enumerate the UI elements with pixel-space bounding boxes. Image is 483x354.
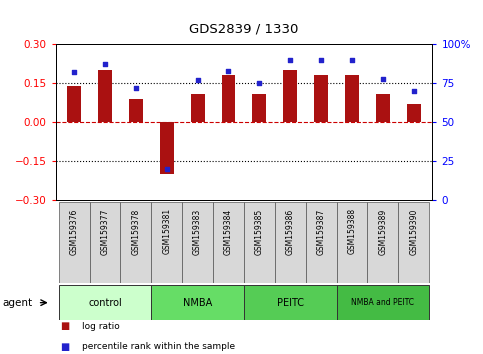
Text: GSM159390: GSM159390 bbox=[409, 208, 418, 255]
Bar bbox=[244, 285, 337, 320]
Text: agent: agent bbox=[2, 298, 32, 308]
Bar bbox=[314, 75, 328, 122]
Bar bbox=[160, 122, 174, 174]
Bar bbox=[253, 93, 266, 122]
Bar bbox=[407, 104, 421, 122]
Bar bbox=[89, 202, 120, 283]
Bar bbox=[337, 202, 368, 283]
Text: percentile rank within the sample: percentile rank within the sample bbox=[82, 342, 235, 352]
Bar bbox=[345, 75, 359, 122]
Bar bbox=[67, 86, 81, 122]
Bar bbox=[368, 202, 398, 283]
Bar bbox=[151, 285, 244, 320]
Bar bbox=[151, 202, 182, 283]
Point bbox=[410, 88, 418, 94]
Bar bbox=[58, 285, 151, 320]
Bar bbox=[58, 202, 89, 283]
Bar bbox=[191, 93, 204, 122]
Bar bbox=[337, 285, 429, 320]
Bar bbox=[213, 202, 244, 283]
Bar bbox=[284, 70, 297, 122]
Text: GSM159376: GSM159376 bbox=[70, 208, 79, 255]
Text: log ratio: log ratio bbox=[82, 322, 120, 331]
Point bbox=[70, 69, 78, 75]
Text: control: control bbox=[88, 298, 122, 308]
Bar bbox=[182, 202, 213, 283]
Text: GSM159381: GSM159381 bbox=[162, 208, 171, 255]
Bar bbox=[376, 93, 390, 122]
Text: ■: ■ bbox=[60, 342, 70, 352]
Point bbox=[256, 80, 263, 86]
Point bbox=[317, 57, 325, 63]
Point bbox=[225, 68, 232, 74]
Bar bbox=[120, 202, 151, 283]
Text: GSM159387: GSM159387 bbox=[317, 208, 326, 255]
Text: GSM159384: GSM159384 bbox=[224, 208, 233, 255]
Text: GSM159385: GSM159385 bbox=[255, 208, 264, 255]
Text: GDS2839 / 1330: GDS2839 / 1330 bbox=[189, 22, 298, 35]
Bar bbox=[222, 75, 235, 122]
Point bbox=[194, 77, 201, 83]
Text: PEITC: PEITC bbox=[277, 298, 304, 308]
Text: GSM159378: GSM159378 bbox=[131, 208, 141, 255]
Point bbox=[163, 166, 170, 172]
Text: GSM159386: GSM159386 bbox=[286, 208, 295, 255]
Text: GSM159389: GSM159389 bbox=[378, 208, 387, 255]
Text: GSM159383: GSM159383 bbox=[193, 208, 202, 255]
Text: GSM159377: GSM159377 bbox=[100, 208, 110, 255]
Bar bbox=[398, 202, 429, 283]
Text: NMBA and PEITC: NMBA and PEITC bbox=[351, 298, 414, 307]
Point bbox=[348, 57, 356, 63]
Bar bbox=[129, 99, 143, 122]
Point bbox=[379, 76, 387, 81]
Text: ■: ■ bbox=[60, 321, 70, 331]
Bar bbox=[306, 202, 337, 283]
Point bbox=[132, 85, 140, 91]
Point bbox=[101, 62, 109, 67]
Bar bbox=[98, 70, 112, 122]
Text: NMBA: NMBA bbox=[183, 298, 212, 308]
Bar bbox=[244, 202, 275, 283]
Point bbox=[286, 57, 294, 63]
Bar bbox=[275, 202, 306, 283]
Text: GSM159388: GSM159388 bbox=[347, 208, 356, 255]
